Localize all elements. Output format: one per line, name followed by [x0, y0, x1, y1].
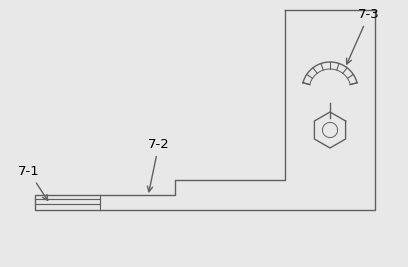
- Text: 7-3: 7-3: [346, 8, 380, 64]
- Text: 7-2: 7-2: [147, 138, 170, 192]
- Text: 7-1: 7-1: [18, 165, 48, 200]
